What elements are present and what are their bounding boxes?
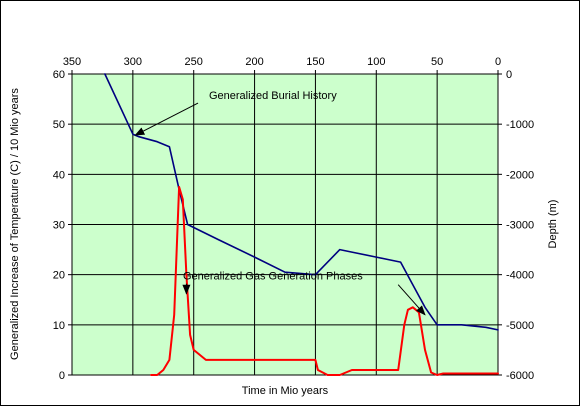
- x-tick-label: 350: [63, 56, 81, 68]
- y-right-tick-label: -1000: [506, 119, 534, 131]
- x-tick-label: 100: [367, 56, 385, 68]
- x-tick-label: 0: [495, 56, 501, 68]
- grid-layer: [72, 74, 498, 375]
- annotation-label: Generalized Burial History: [209, 90, 337, 102]
- y-left-tick-label: 50: [53, 119, 65, 131]
- y-right-tick-label: -3000: [506, 220, 534, 232]
- series-layer: [104, 73, 499, 376]
- tick-layer: 350 300 250 200 150 100 50 00102030405060-6000-…: [53, 56, 534, 382]
- annotation-label: Generalized Gas Generation Phases: [183, 271, 363, 283]
- y-left-tick-label: 0: [59, 370, 65, 382]
- y-left-tick-label: 10: [53, 320, 65, 332]
- y-left-tick-label: 30: [53, 220, 65, 232]
- y-axis-title-right: Depth (m): [547, 200, 559, 249]
- x-tick-label: 150: [306, 56, 324, 68]
- annotation-layer: Generalized Burial History Generalized Ga…: [134, 90, 426, 316]
- x-tick-label: 250: [185, 56, 203, 68]
- y-right-tick-label: -4000: [506, 270, 534, 282]
- x-tick-label: 50: [431, 56, 443, 68]
- y-left-tick-label: 40: [53, 169, 65, 181]
- y-right-tick-label: 0: [506, 69, 512, 81]
- annotation-arrow: [397, 284, 426, 316]
- x-axis-title: Time in Mio years: [242, 385, 329, 397]
- y-left-tick-label: 20: [53, 270, 65, 282]
- y-left-tick-label: 60: [53, 69, 65, 81]
- y-axis-title-left: Generalized Increase of Temperature (C) …: [9, 88, 21, 360]
- y-right-tick-label: -6000: [506, 370, 534, 382]
- x-tick-label: 200: [245, 56, 263, 68]
- x-tick-label: 300: [124, 56, 142, 68]
- y-right-tick-label: -5000: [506, 320, 534, 332]
- y-right-tick-label: -2000: [506, 169, 534, 181]
- series-line-gas: [150, 185, 499, 376]
- annotation-arrow: [134, 102, 199, 136]
- series-line-burial: [104, 73, 499, 331]
